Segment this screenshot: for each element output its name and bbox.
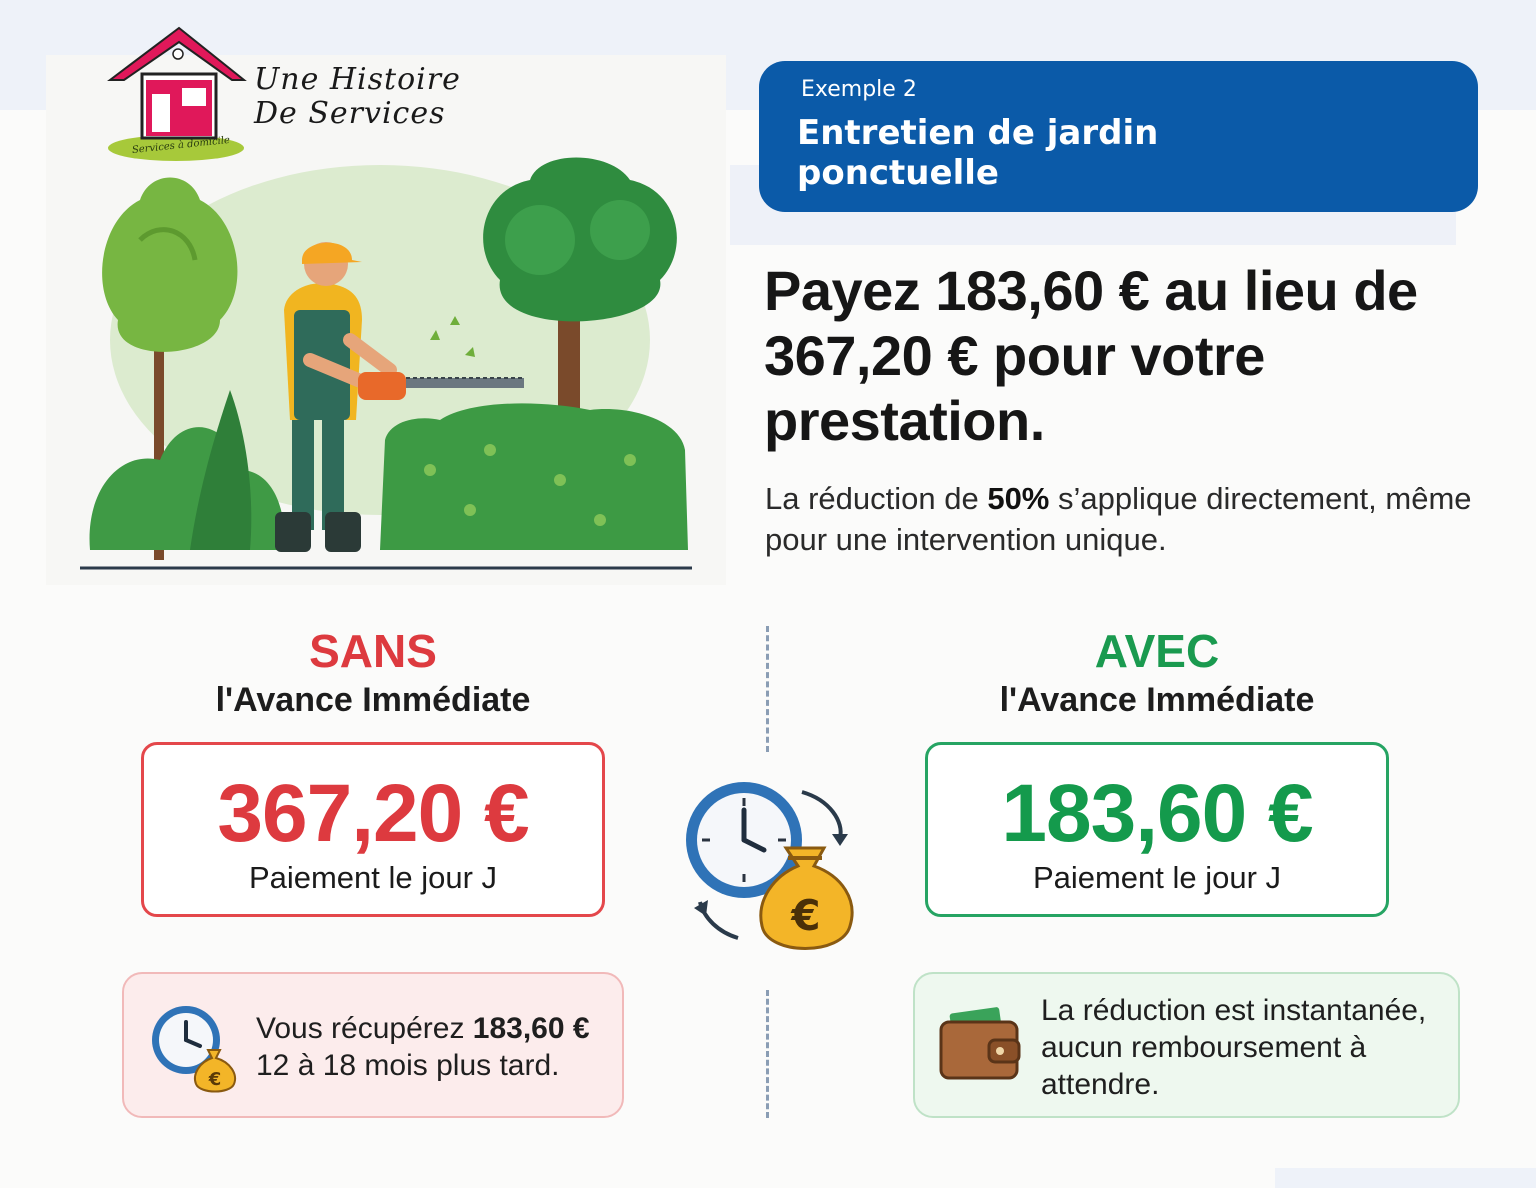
badge-kicker: Exemple 2 (801, 77, 917, 102)
subline: La réduction de 50% s’applique directeme… (765, 478, 1485, 560)
gardener-trimming-hedge-illustration (80, 157, 692, 570)
headline: Payez 183,60 € au lieu de 367,20 € pour … (764, 259, 1418, 452)
clock-money-bag-icon: € (152, 1006, 236, 1093)
avec-price-box: 183,60 € Paiement le jour J (925, 742, 1389, 917)
sans-note: € Vous récupérez 183,60 € 12 à 18 mois pl… (122, 972, 624, 1118)
subline-before: La réduction de (765, 481, 988, 516)
subline-highlight: 50% (987, 481, 1050, 516)
avec-subtitle: l'Avance Immédiate (999, 681, 1315, 719)
subline-after: s’applique directement, même pour une in… (765, 481, 1472, 557)
column-divider-bottom (766, 990, 773, 1118)
company-logo: Une Histoire De Services Services à domi… (104, 24, 474, 169)
avec-note-text: La réduction est instantanée, aucun remb… (1041, 994, 1427, 1101)
badge-title: Entretien de jardin ponctuelle (797, 113, 1159, 193)
clock-money-bag-euro-icon: € (686, 782, 854, 950)
sans-price-amount: 367,20 € (217, 768, 529, 859)
sans-title: SANS (309, 625, 437, 677)
sans-price-label: Paiement le jour J (248, 860, 498, 895)
svg-text:€: € (208, 1069, 222, 1090)
wallet-icon (939, 1007, 1021, 1080)
avec-column-heading: AVEC l'Avance Immédiate (922, 626, 1392, 722)
background-corner (1275, 1168, 1536, 1188)
example-badge: Exemple 2 Entretien de jardin ponctuelle (759, 61, 1478, 212)
sans-note-after: 12 à 18 mois plus tard. (256, 1049, 560, 1082)
house-logo-icon (107, 26, 247, 161)
sans-note-text: Vous récupérez 183,60 € 12 à 18 mois plus… (256, 1010, 616, 1084)
logo-title-line1: Une Histoire (254, 62, 461, 97)
sans-column-heading: SANS l'Avance Immédiate (138, 626, 608, 722)
column-divider-top (766, 626, 773, 752)
avec-note: La réduction est instantanée, aucun remb… (913, 972, 1460, 1118)
sans-note-before: Vous récupérez (256, 1012, 473, 1045)
sans-note-amount: 183,60 € (472, 1012, 590, 1045)
svg-text:€: € (790, 891, 820, 940)
sans-subtitle: l'Avance Immédiate (215, 681, 531, 719)
sans-price-box: 367,20 € Paiement le jour J (141, 742, 605, 917)
logo-title-line2: De Services (254, 96, 446, 131)
avec-price-label: Paiement le jour J (1032, 860, 1282, 895)
avec-title: AVEC (1094, 625, 1220, 677)
avec-price-amount: 183,60 € (1001, 768, 1313, 859)
